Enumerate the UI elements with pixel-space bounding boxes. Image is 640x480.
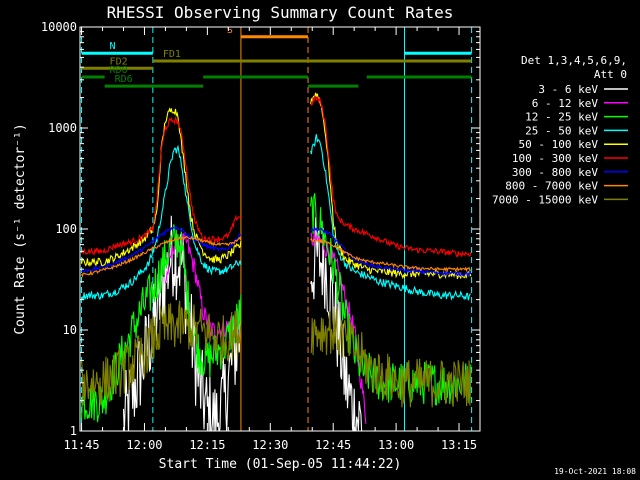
- flag-label-s: S: [227, 25, 233, 36]
- x-axis-label: Start Time (01-Sep-05 11:44:22): [159, 457, 402, 472]
- legend-label-6: 300 - 800 keV: [512, 166, 598, 179]
- x-tick-label: 12:30: [252, 438, 288, 452]
- chart-title: RHESSI Observing Summary Count Rates: [107, 3, 454, 22]
- y-tick-label: 1: [70, 424, 77, 438]
- y-tick-label: 1000: [48, 121, 77, 135]
- series-line-5: [81, 95, 472, 258]
- legend-label-3: 25 - 50 keV: [525, 124, 598, 137]
- legend-label-0: 3 - 6 keV: [538, 83, 598, 96]
- x-tick-label: 12:15: [189, 438, 225, 452]
- y-tick-label: 10000: [41, 20, 77, 34]
- legend-label-1: 6 - 12 keV: [532, 97, 599, 110]
- y-tick-label: 100: [55, 222, 77, 236]
- x-tick-label: 13:15: [441, 438, 477, 452]
- y-axis-label: Count Rate (s⁻¹ detector⁻¹): [13, 123, 28, 334]
- x-tick-label: 12:45: [315, 438, 351, 452]
- legend-header-line-1: Det 1,3,4,5,6,9,: [521, 54, 627, 67]
- legend-header-line-2: Att 0: [594, 68, 627, 81]
- flag-label-rd0: RD0: [110, 65, 128, 76]
- footer-date: 19-Oct-2021 18:08: [554, 467, 636, 476]
- series-line-6: [81, 225, 472, 278]
- y-tick-label: 10: [63, 323, 77, 337]
- flag-label-rd6: RD6: [115, 74, 133, 85]
- x-tick-label: 12:00: [126, 438, 162, 452]
- legend-label-8: 7000 - 15000 keV: [492, 193, 598, 206]
- flag-label-n: N: [110, 41, 116, 52]
- series-line-8: [81, 300, 472, 408]
- legend-label-2: 12 - 25 keV: [525, 111, 598, 124]
- x-tick-label: 13:00: [378, 438, 414, 452]
- flag-label-fd2: FD2: [110, 56, 128, 67]
- legend-label-4: 50 - 100 keV: [519, 138, 599, 151]
- series-line-7: [81, 235, 472, 278]
- x-tick-label: 11:45: [63, 438, 99, 452]
- legend-label-7: 800 - 7000 keV: [505, 180, 598, 193]
- flag-label-fd1: FD1: [163, 49, 181, 60]
- legend-label-5: 100 - 300 keV: [512, 152, 598, 165]
